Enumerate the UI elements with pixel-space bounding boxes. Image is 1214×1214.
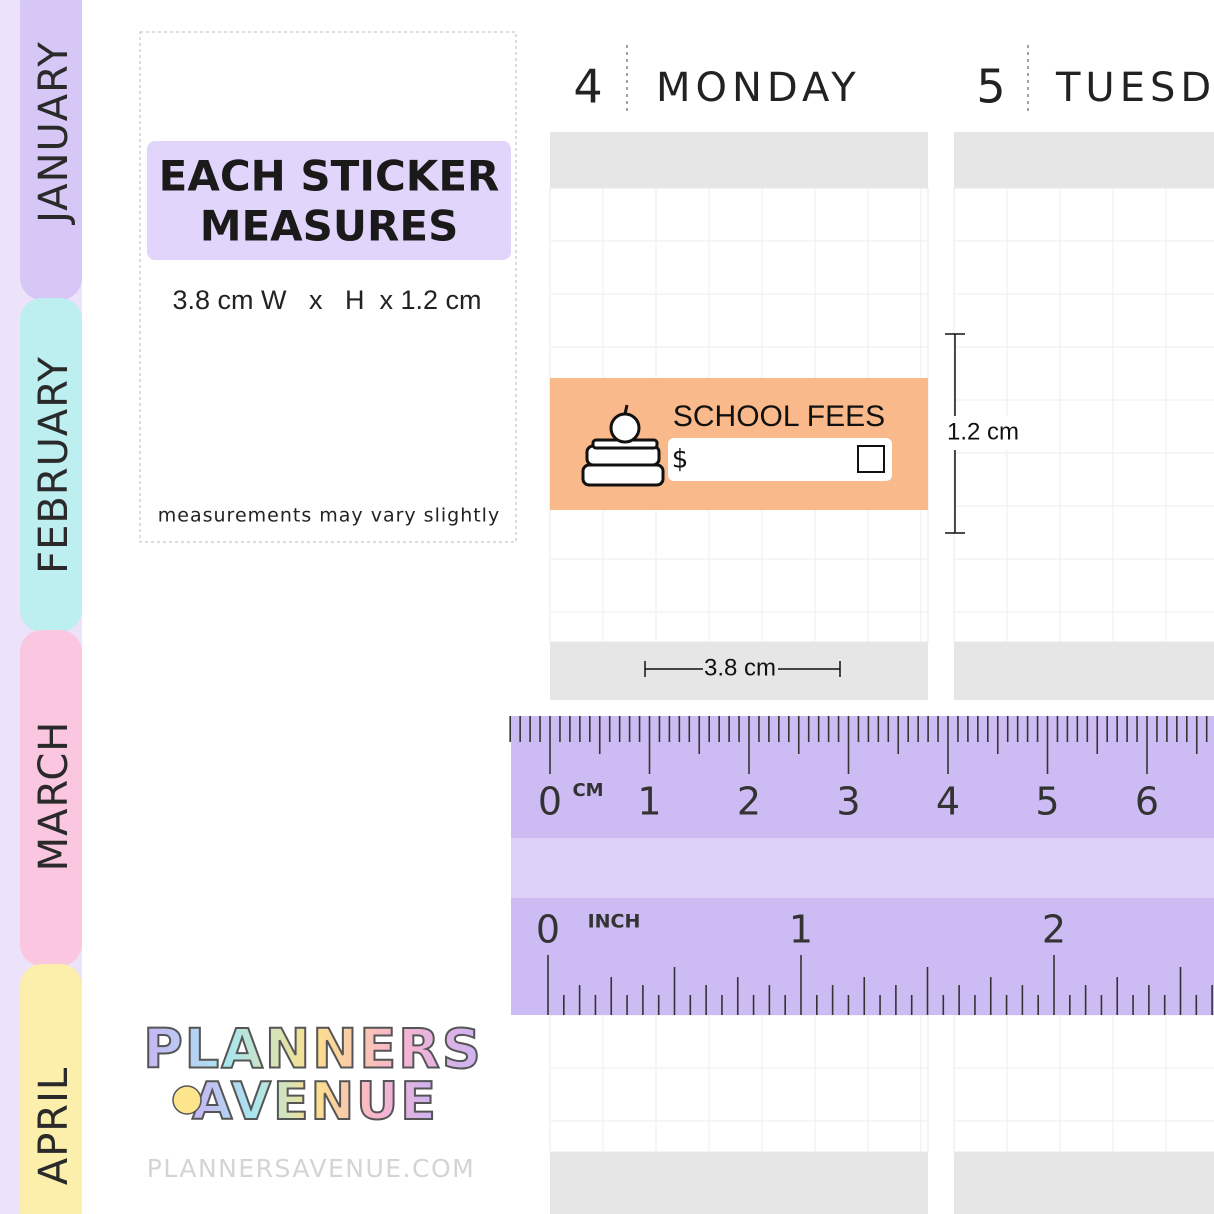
info-box xyxy=(139,31,517,543)
footer: PLANNERSAVENUE.COM xyxy=(147,1154,475,1183)
info-title: EACH STICKER xyxy=(159,152,500,201)
ruler-number: 1 xyxy=(637,780,661,824)
tab-label: MARCH xyxy=(31,721,77,872)
checkbox xyxy=(857,445,885,473)
column-band xyxy=(954,1152,1214,1214)
day-name: MONDAY xyxy=(656,65,861,111)
day-name: TUESDAY xyxy=(1055,65,1214,111)
ruler-band xyxy=(511,838,1214,898)
logo: PLANNERS xyxy=(143,1018,483,1081)
tab-label: JANUARY xyxy=(31,41,77,226)
ruler-number: 3 xyxy=(836,780,860,824)
sticker-field xyxy=(668,438,892,481)
grid-area xyxy=(549,1014,929,1153)
column-band xyxy=(954,642,1214,700)
books-icon xyxy=(581,404,665,487)
info-title-bg xyxy=(147,141,511,260)
label-bg xyxy=(950,416,1018,450)
grid-area xyxy=(953,187,1214,643)
ruler-number: 2 xyxy=(737,780,761,824)
sticker-currency: $ xyxy=(672,445,689,475)
info-size: 3.8 cm W x H x 1.2 cm xyxy=(172,285,481,315)
ruler-unit: CM xyxy=(572,780,603,801)
tab[interactable] xyxy=(20,964,82,1214)
ruler-number: 0 xyxy=(536,908,560,952)
info-title: MEASURES xyxy=(200,202,459,251)
ruler-number: 6 xyxy=(1135,780,1159,824)
ruler-number: 4 xyxy=(936,780,960,824)
tab[interactable] xyxy=(20,630,82,966)
column-band xyxy=(550,1152,928,1214)
ruler-number: 0 xyxy=(538,780,562,824)
tab[interactable] xyxy=(20,298,82,632)
width-marker xyxy=(644,661,841,677)
ruler-number: 1 xyxy=(789,908,813,952)
column-band xyxy=(550,642,928,700)
ruler-number: 2 xyxy=(1042,908,1066,952)
day-number: 5 xyxy=(976,60,1005,114)
logo: AVENUE xyxy=(192,1072,438,1132)
tab-label: APRIL xyxy=(31,1067,77,1185)
tab-label: FEBRUARY xyxy=(31,356,77,574)
column-header-band xyxy=(550,132,928,188)
logo-sun xyxy=(172,1085,202,1115)
ruler-unit: INCH xyxy=(588,911,641,933)
sticker-label: SCHOOL FEES xyxy=(673,400,885,433)
info-note: measurements may vary slightly xyxy=(158,505,500,527)
grid-area xyxy=(953,1014,1214,1153)
tab[interactable] xyxy=(20,0,82,300)
column-header-band xyxy=(954,132,1214,188)
width-label: 3.8 cm xyxy=(704,654,776,681)
day-number: 4 xyxy=(573,60,602,114)
height-label: 1.2 cm xyxy=(947,418,1019,445)
ruler-number: 5 xyxy=(1035,780,1059,824)
